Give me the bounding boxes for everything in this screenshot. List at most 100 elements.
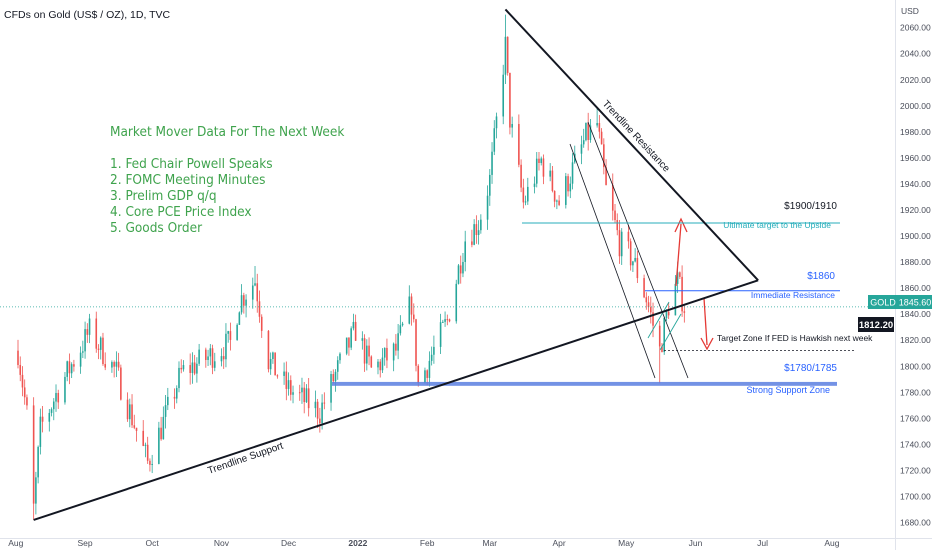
candle-body (587, 122, 589, 140)
time-tick-label: Sep (78, 538, 93, 548)
upside-arrow (674, 217, 688, 287)
candle-body (665, 311, 668, 319)
currency-label: USD (901, 6, 919, 16)
price-tags: GOLD 1845.60 1812.20 (858, 295, 932, 332)
candle-body (363, 338, 366, 364)
candle-body (149, 460, 151, 465)
current-price-tag (898, 295, 932, 309)
support-zone-band (332, 381, 837, 386)
time-tick-label: Feb (420, 538, 435, 548)
trendlines[interactable] (33, 8, 759, 521)
time-tick-label: Jul (757, 538, 768, 548)
candle-body (213, 361, 216, 368)
candlestick-series (17, 14, 686, 520)
price-tick-label: 1800.00 (900, 361, 931, 371)
notes-item: 5. Goods Order (110, 220, 203, 236)
candle-body (209, 348, 212, 357)
candle-body (569, 183, 572, 192)
candle-body (220, 356, 223, 362)
level-1860-label: $1860 (807, 271, 835, 282)
price-tick-label: 2000.00 (900, 101, 931, 111)
support-trendline[interactable] (33, 279, 759, 521)
candle-body (189, 365, 191, 373)
candle-body (614, 210, 616, 221)
notes-item: 4. Core PCE Price Index (110, 204, 252, 220)
candle-body (32, 405, 35, 504)
candle-body (379, 361, 382, 371)
candle-body (589, 125, 592, 140)
candle-body (408, 296, 411, 324)
candle-body (158, 427, 160, 464)
candle-body (533, 183, 536, 187)
candle-body (193, 362, 196, 374)
candle-body (129, 404, 131, 420)
candle-body (345, 337, 348, 354)
strong-support-label: Strong Support Zone (746, 385, 830, 395)
notes-item: 3. Prelim GDP q/q (110, 188, 217, 204)
candle-body (243, 295, 245, 306)
candle-body (551, 170, 554, 191)
candle-body (111, 362, 113, 368)
candle-body (629, 241, 632, 266)
candle-body (464, 241, 466, 262)
market-mover-notes: Market Mover Data For The Next Week 1. F… (110, 124, 344, 236)
candle-body (377, 361, 379, 368)
candle-body (332, 374, 335, 382)
price-tick-label: 1880.00 (900, 257, 931, 267)
candle-body (632, 261, 634, 266)
candle-body (79, 352, 82, 367)
candle-body (66, 361, 68, 377)
candle-body (229, 331, 232, 340)
immediate-resistance-label: Immediate Resistance (751, 290, 835, 300)
candle-body (674, 283, 677, 316)
notes-title: Market Mover Data For The Next Week (110, 124, 345, 140)
price-tick-label: 1860.00 (900, 283, 931, 293)
candle-body (323, 402, 326, 404)
candle-body (319, 418, 321, 424)
candle-body (580, 144, 583, 154)
candle-body (50, 409, 53, 413)
candle-body (370, 356, 373, 368)
price-tick-label: 2020.00 (900, 75, 931, 85)
candle-body (26, 397, 28, 406)
candle-body (511, 123, 513, 128)
candle-body (180, 367, 183, 370)
candle-body (645, 297, 648, 303)
candle-body (334, 371, 337, 382)
candle-body (289, 380, 292, 395)
candle-body (518, 123, 520, 165)
candle-body (274, 352, 276, 376)
falling-channel-upper (587, 121, 689, 379)
candle-body (142, 430, 145, 446)
candle-body (73, 364, 75, 367)
candle-body (21, 374, 24, 388)
candle-body (211, 348, 214, 368)
candle-body (164, 405, 167, 417)
current-price-label: 1845.60 (899, 298, 932, 308)
candle-body (35, 477, 37, 504)
candle-body (350, 328, 352, 348)
time-axis[interactable]: Aug Sep Oct Nov Dec 2022 Feb Mar Apr May Jun Jul Aug (0, 538, 932, 548)
candle-body (254, 283, 256, 286)
resistance-trendline[interactable] (504, 8, 759, 282)
candle-body (316, 401, 319, 419)
candle-body (412, 314, 415, 320)
target-zone-label: Target Zone If FED is Hawkish next week (717, 333, 873, 343)
candle-body (605, 167, 607, 185)
candle-body (88, 318, 91, 335)
candle-body (415, 319, 417, 366)
candle-body (245, 299, 247, 306)
candle-body (504, 36, 507, 75)
candle-body (182, 365, 185, 370)
notes-item: 1. Fed Chair Powell Speaks (110, 156, 273, 172)
candle-body (115, 361, 118, 367)
candle-body (99, 337, 102, 350)
price-axis[interactable]: USD 1680.00 1700.00 1720.00 1740.00 1760.00 17… (895, 0, 931, 550)
candle-body (283, 371, 285, 376)
candle-body (676, 272, 679, 284)
ultimate-target-label: Ultimate target to the Upside (723, 220, 831, 230)
candle-body (439, 322, 442, 347)
candle-body (173, 396, 176, 399)
chart-header: CFDs on Gold (US$ / OZ), 1D, TVC (4, 9, 173, 21)
